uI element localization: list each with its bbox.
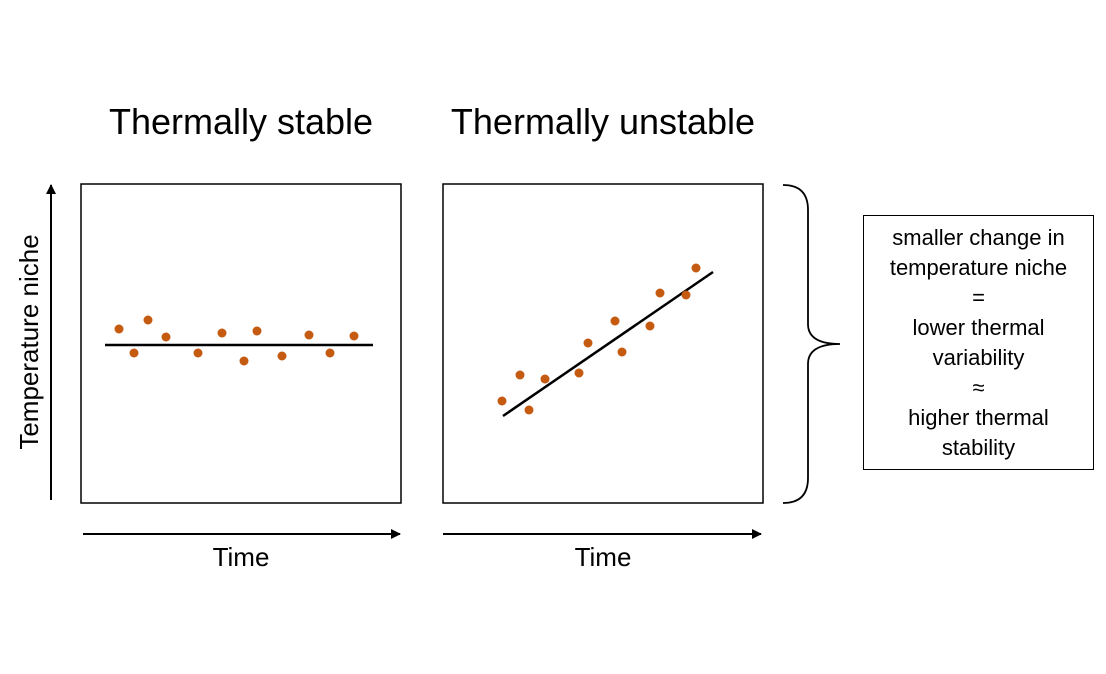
unstable-point: [655, 288, 665, 298]
summary-line: higher thermal: [908, 404, 1049, 430]
panel-title-unstable: Thermally unstable: [450, 101, 756, 142]
unstable-point: [610, 316, 620, 326]
summary-line: temperature niche: [889, 254, 1068, 280]
curly-brace: [782, 184, 841, 504]
unstable-point: [691, 263, 701, 273]
stable-point: [114, 324, 124, 334]
x-axis-label-unstable: Time: [574, 542, 632, 572]
unstable-panel-marks: [497, 263, 714, 418]
x-axis-label-stable: Time: [212, 542, 270, 572]
stable-point: [143, 315, 153, 325]
summary-line: ≈: [972, 374, 985, 400]
unstable-point: [540, 374, 550, 384]
stable-panel-marks: [105, 315, 373, 366]
stable-point: [349, 331, 359, 341]
panel-frame-unstable: [442, 183, 764, 504]
unstable-point: [681, 290, 691, 300]
unstable-point: [645, 321, 655, 331]
panel-frame-stable: [80, 183, 402, 504]
unstable-point: [574, 368, 584, 378]
stable-point: [239, 356, 249, 366]
unstable-point: [497, 396, 507, 406]
stable-point: [193, 348, 203, 358]
unstable-point: [515, 370, 525, 380]
summary-line: stability: [941, 434, 1016, 460]
stable-point: [129, 348, 139, 358]
unstable-point: [583, 338, 593, 348]
unstable-point: [524, 405, 534, 415]
y-axis-label: Temperature niche: [14, 234, 44, 450]
summary-line: variability: [932, 344, 1025, 370]
summary-line: lower thermal: [912, 314, 1045, 340]
stable-point: [252, 326, 262, 336]
panel-title-stable: Thermally stable: [108, 101, 374, 142]
stable-point: [217, 328, 227, 338]
summary-line: =: [972, 284, 985, 310]
unstable-point: [617, 347, 627, 357]
summary-line: smaller change in: [892, 224, 1065, 250]
stable-point: [277, 351, 287, 361]
summary-box: smaller change in temperature niche = lo…: [863, 215, 1094, 470]
stable-point: [161, 332, 171, 342]
stable-point: [304, 330, 314, 340]
unstable-trend-line: [502, 270, 714, 418]
stable-point: [325, 348, 335, 358]
